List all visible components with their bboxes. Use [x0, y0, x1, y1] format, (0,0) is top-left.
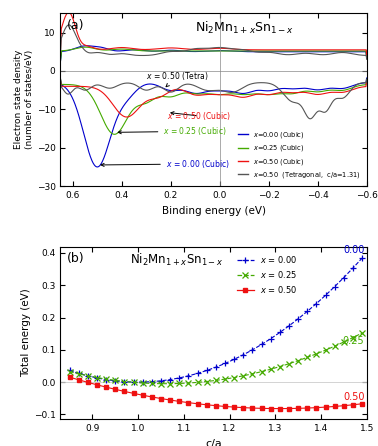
Y-axis label: Electron state density
(number of states/eV): Electron state density (number of states…	[14, 50, 34, 149]
Legend: $x$=0.00 (Cubic), $x$=0.25 (Cubic), $x$=0.50 (Cubic), $x$=0.50  (Tetragonal,  c/: $x$=0.00 (Cubic), $x$=0.25 (Cubic), $x$=…	[235, 128, 363, 183]
Text: $x$ = 0.50 (Tetra): $x$ = 0.50 (Tetra)	[146, 70, 209, 87]
Legend: $x$ = 0.00, $x$ = 0.25, $x$ = 0.50: $x$ = 0.00, $x$ = 0.25, $x$ = 0.50	[234, 251, 301, 299]
Text: Ni$_2$Mn$_{1+x}$Sn$_{1-x}$: Ni$_2$Mn$_{1+x}$Sn$_{1-x}$	[130, 252, 223, 268]
Text: $x$ = 0.00 (Cubic): $x$ = 0.00 (Cubic)	[101, 158, 230, 170]
X-axis label: Binding energy (eV): Binding energy (eV)	[161, 206, 266, 215]
Text: 0.00: 0.00	[343, 245, 364, 255]
Text: (b): (b)	[67, 252, 84, 265]
Text: Ni$_2$Mn$_{1+x}$Sn$_{1-x}$: Ni$_2$Mn$_{1+x}$Sn$_{1-x}$	[195, 20, 294, 37]
Text: $x$ = 0.50 (Cubic): $x$ = 0.50 (Cubic)	[167, 110, 231, 122]
Text: (a): (a)	[67, 19, 84, 32]
Y-axis label: Total energy (eV): Total energy (eV)	[21, 289, 31, 377]
X-axis label: c/a: c/a	[205, 439, 222, 446]
Text: 0.25: 0.25	[343, 336, 364, 346]
Text: $x$ = 0.25 (Cubic): $x$ = 0.25 (Cubic)	[118, 125, 227, 137]
Text: 0.50: 0.50	[343, 392, 364, 402]
